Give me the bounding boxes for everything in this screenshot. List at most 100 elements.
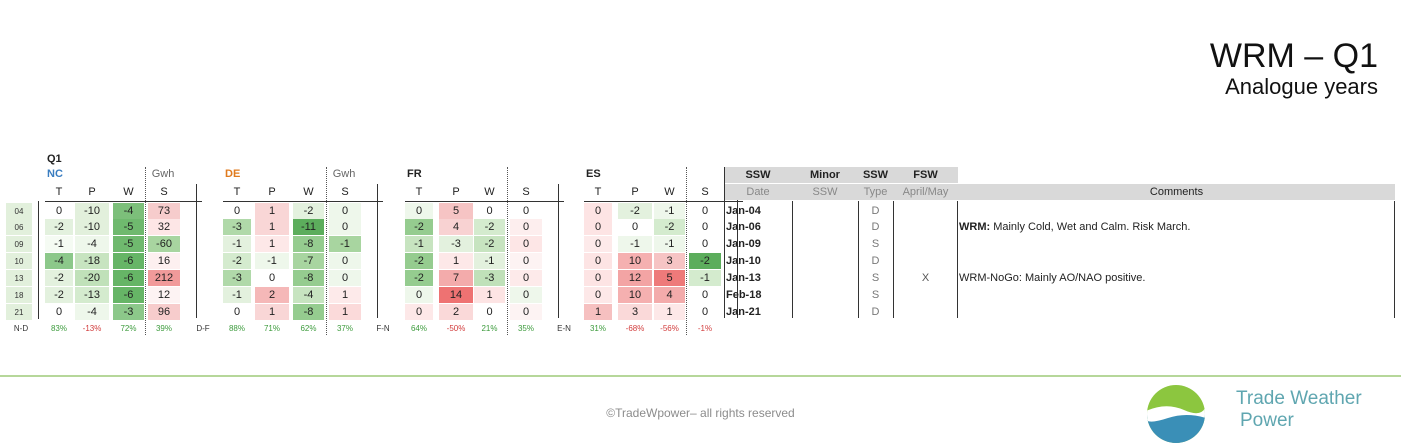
year-cell: 21 (6, 304, 32, 320)
ssw-subheader: April/May (893, 184, 958, 200)
comments-right-border (1394, 201, 1395, 318)
data-cell: 0 (405, 203, 433, 219)
column-header: S (341, 186, 349, 198)
comment-prefix: WRM: (959, 221, 991, 233)
data-cell: -2 (405, 270, 433, 286)
ssw-left-border (724, 167, 725, 318)
ssw-type: D (871, 221, 880, 233)
data-cell: -1 (618, 236, 652, 252)
unit-label: Gwh (332, 168, 356, 180)
data-cell: -1 (223, 236, 251, 252)
title-main: WRM – Q1 (1209, 37, 1378, 75)
data-cell: 1 (255, 304, 289, 320)
analogue-table: Q1 04 06 09 10 13 18 21 NC Gwh T P W S 0 -10 -4 73 -2 -10 -5… (6, 153, 1395, 335)
brand-line-2: Power (1240, 410, 1294, 431)
brand-line-1: Trade Weather (1236, 388, 1362, 409)
data-cell: -8 (293, 304, 324, 320)
comments-header: Comments (958, 184, 1395, 200)
ssw-header: Minor (792, 167, 858, 183)
dotted-divider (686, 167, 687, 335)
ssw-subheader: SSW (792, 184, 858, 200)
footer-pct: 88% (228, 323, 245, 333)
header-underline (405, 201, 564, 202)
group-divider (196, 184, 197, 318)
data-cell: 0 (510, 219, 542, 235)
data-cell: -10 (75, 219, 109, 235)
data-cell: -2 (45, 270, 73, 286)
data-cell: 10 (618, 253, 652, 269)
year-cell: 18 (6, 287, 32, 303)
year-cell: 13 (6, 270, 32, 286)
data-cell: 0 (510, 304, 542, 320)
footer-label: N-D (13, 323, 29, 333)
data-cell: 1 (329, 287, 361, 303)
data-cell: -4 (45, 253, 73, 269)
comment-cell (959, 236, 1389, 252)
comment-cell (959, 304, 1389, 320)
column-header: P (631, 186, 639, 198)
ssw-col-border (858, 201, 859, 318)
footer-pct: 64% (410, 323, 427, 333)
data-cell: -5 (113, 236, 144, 252)
data-cell: -60 (148, 236, 180, 252)
ssw-date: Jan-10 (726, 255, 761, 267)
data-cell: 14 (439, 287, 473, 303)
year-divider (38, 201, 39, 319)
ssw-date: Feb-18 (726, 289, 762, 301)
data-cell: -2 (474, 236, 505, 252)
data-cell: 16 (148, 253, 180, 269)
data-cell: 0 (329, 203, 361, 219)
column-header: W (123, 186, 134, 198)
data-cell: 0 (689, 219, 721, 235)
data-cell: -11 (293, 219, 324, 235)
data-cell: 0 (329, 219, 361, 235)
data-cell: 0 (584, 253, 612, 269)
column-header: T (415, 186, 423, 198)
data-cell: 0 (584, 219, 612, 235)
footer-pct: -50% (446, 323, 466, 333)
comment-cell (959, 203, 1389, 219)
data-cell: 0 (510, 253, 542, 269)
data-cell: -2 (618, 203, 652, 219)
data-cell: 2 (255, 287, 289, 303)
data-cell: 0 (618, 219, 652, 235)
column-header: T (233, 186, 241, 198)
data-cell: 0 (223, 203, 251, 219)
column-header: S (160, 186, 168, 198)
column-header: W (664, 186, 675, 198)
data-cell: 3 (618, 304, 652, 320)
data-cell: 0 (510, 287, 542, 303)
fsw-mark (893, 253, 958, 269)
data-cell: 4 (439, 219, 473, 235)
header-underline (223, 201, 383, 202)
comment-text: Mainly Cold, Wet and Calm. Risk March. (990, 221, 1191, 233)
data-cell: 0 (474, 304, 505, 320)
fsw-mark (893, 236, 958, 252)
data-cell: -6 (113, 287, 144, 303)
dotted-divider (507, 167, 508, 335)
footer-pct: 83% (50, 323, 67, 333)
data-cell: -3 (223, 270, 251, 286)
data-cell: -7 (293, 253, 324, 269)
data-cell: -2 (689, 253, 721, 269)
data-cell: 12 (618, 270, 652, 286)
data-cell: 2 (439, 304, 473, 320)
group-divider (737, 184, 738, 318)
group-divider (558, 184, 559, 318)
ssw-date: Jan-21 (726, 306, 761, 318)
data-cell: 212 (148, 270, 180, 286)
data-cell: -2 (405, 253, 433, 269)
data-cell: 0 (510, 270, 542, 286)
ssw-date: Jan-04 (726, 205, 761, 217)
brand-name: Trade Weather Power (1236, 388, 1362, 432)
column-header: P (88, 186, 96, 198)
year-cell: 04 (6, 203, 32, 219)
data-cell: 10 (618, 287, 652, 303)
column-header: T (594, 186, 602, 198)
data-cell: -3 (113, 304, 144, 320)
data-cell: 0 (510, 203, 542, 219)
year-cell: 10 (6, 253, 32, 269)
footer-pct: -13% (82, 323, 102, 333)
data-cell: -2 (654, 219, 685, 235)
ssw-type: D (871, 205, 880, 217)
